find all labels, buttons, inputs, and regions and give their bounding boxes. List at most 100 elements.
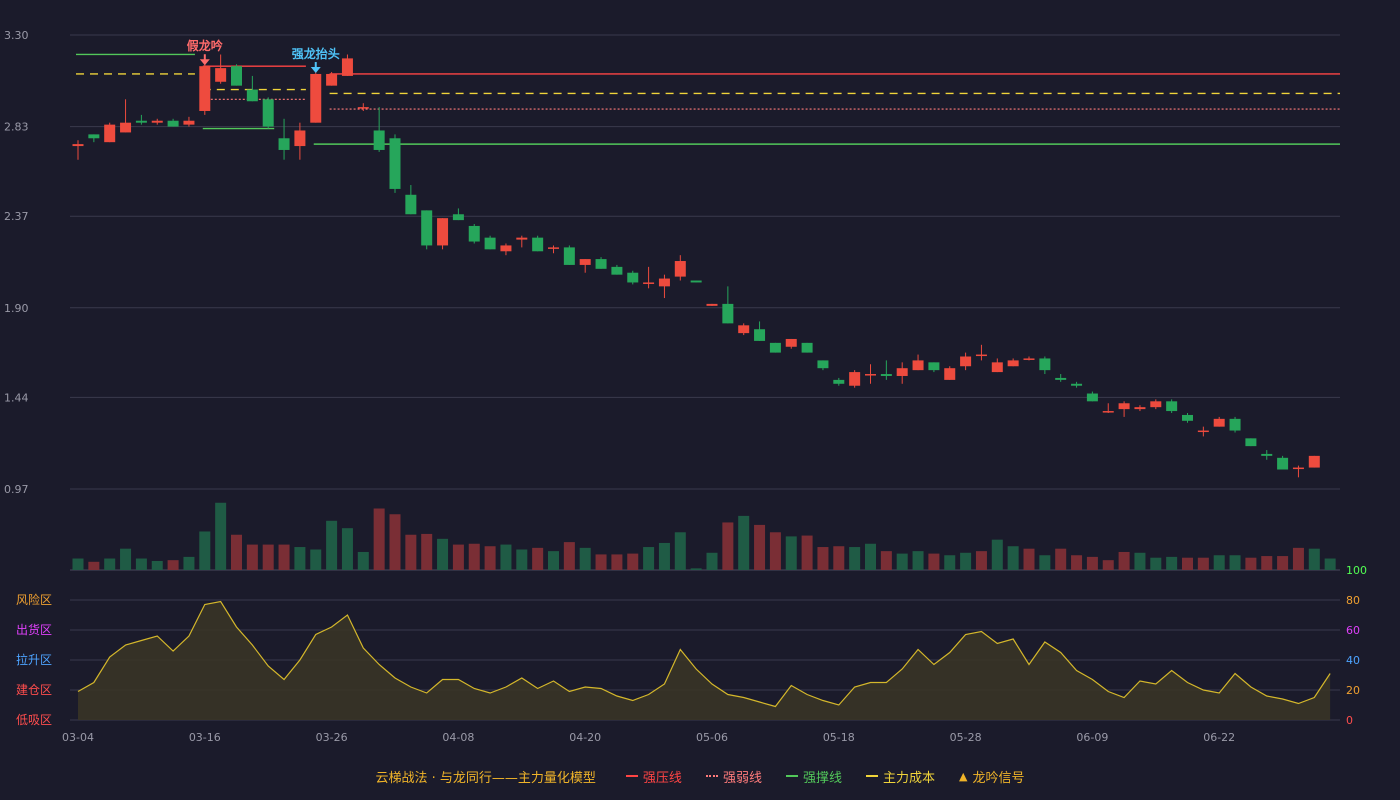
candle (643, 266, 655, 289)
candle (1039, 356, 1051, 375)
candle-body (405, 194, 417, 215)
legend-swatch-weak (705, 775, 718, 777)
volume-bar (215, 502, 227, 570)
candle (262, 97, 274, 129)
candle (246, 75, 258, 102)
candle-body (627, 272, 639, 283)
volume-bar (1324, 558, 1336, 570)
volume-bar (1102, 560, 1114, 570)
legend-label-support: 强撑线 (802, 770, 842, 786)
volume-bar (183, 556, 195, 570)
candle (1007, 358, 1019, 367)
volume-bar (643, 547, 655, 570)
candle-body (865, 374, 876, 376)
candle-body (516, 237, 528, 240)
candle (1213, 416, 1225, 427)
candle-body (88, 134, 100, 139)
candle (452, 208, 464, 221)
oscillator-tick-label: 40 (1346, 654, 1360, 667)
candle (215, 54, 227, 84)
candle-body (437, 218, 449, 246)
volume-bar (1197, 557, 1209, 570)
candle (1086, 391, 1098, 402)
legend-item-support: 强撑线 (785, 767, 842, 786)
volume-bar (928, 553, 940, 570)
candle (199, 64, 211, 115)
candle-body (1182, 414, 1193, 421)
candle-body (1261, 453, 1273, 456)
candle-body (658, 278, 670, 287)
volume-bar (865, 543, 876, 570)
volume-bar (452, 544, 464, 570)
volume-bar (1182, 557, 1193, 570)
volume-bar (120, 548, 132, 570)
candle (1197, 426, 1209, 437)
date-tick-label: 03-04 (62, 731, 94, 744)
volume-bar (579, 547, 591, 570)
volume-bar (1055, 548, 1067, 570)
volume-bar (1118, 551, 1130, 570)
volume-bar (1245, 557, 1257, 570)
candle-body (326, 73, 338, 86)
candle (516, 235, 528, 248)
price-tick-label: 3.30 (4, 29, 29, 42)
candle (1134, 405, 1146, 412)
candle (548, 245, 559, 254)
candle (611, 264, 623, 275)
candle (690, 280, 702, 283)
candle-body (120, 122, 132, 133)
candle (1166, 399, 1178, 414)
date-tick-label: 03-26 (316, 731, 348, 744)
candle-body (1023, 358, 1035, 360)
candle-body (912, 360, 924, 371)
candle-body (817, 360, 829, 369)
candle (1150, 399, 1162, 410)
candle (341, 54, 353, 76)
candle-body (231, 66, 242, 86)
candle-body (262, 99, 274, 127)
price-tick-label: 0.97 (4, 483, 29, 496)
candle (706, 303, 718, 306)
candle (468, 224, 480, 244)
volume-bar (341, 528, 353, 570)
volume-bar (1308, 548, 1320, 570)
volume-bar (611, 554, 623, 570)
candle (896, 362, 908, 384)
candles (72, 54, 1320, 478)
volume-bar (706, 552, 718, 570)
volume-bar (1071, 555, 1083, 570)
volume-bar (1213, 555, 1225, 570)
legend-item-cost: 主力成本 (865, 767, 935, 786)
volume-bar (310, 549, 322, 570)
candle-body (1086, 393, 1098, 402)
volume-bar (1134, 552, 1146, 570)
candle (326, 72, 338, 86)
candle-body (769, 342, 781, 353)
candle-body (674, 261, 686, 277)
volume-bar (389, 514, 401, 570)
candle-body (167, 120, 179, 127)
candle-body (611, 266, 623, 275)
candle-body (183, 120, 195, 125)
volume-bar (817, 547, 829, 570)
volume-bar (468, 543, 480, 570)
volume-bar (1007, 546, 1019, 570)
candle-body (643, 282, 655, 284)
volume-bars (72, 502, 1336, 570)
candle-body (1166, 401, 1178, 412)
date-tick-label: 04-08 (442, 731, 474, 744)
candle-body (1102, 411, 1114, 413)
oscillator-zone-label: 建仓区 (16, 683, 52, 697)
candle-body (1150, 401, 1162, 408)
volume-bar (1166, 556, 1178, 570)
signal-label: 假龙吟 (187, 38, 223, 53)
legend-label-cost: 主力成本 (882, 770, 935, 786)
date-tick-label: 06-09 (1076, 731, 1108, 744)
oscillator-line (77, 600, 1331, 708)
volume-bar (72, 558, 84, 570)
chart-legend: 云梯战法 · 与龙同行——主力量化模型 强压线 强弱线 强撑线 主力成本 ▲ 龙… (0, 764, 1400, 788)
candle (627, 270, 639, 285)
candle (817, 360, 829, 371)
candle-body (1039, 358, 1051, 371)
